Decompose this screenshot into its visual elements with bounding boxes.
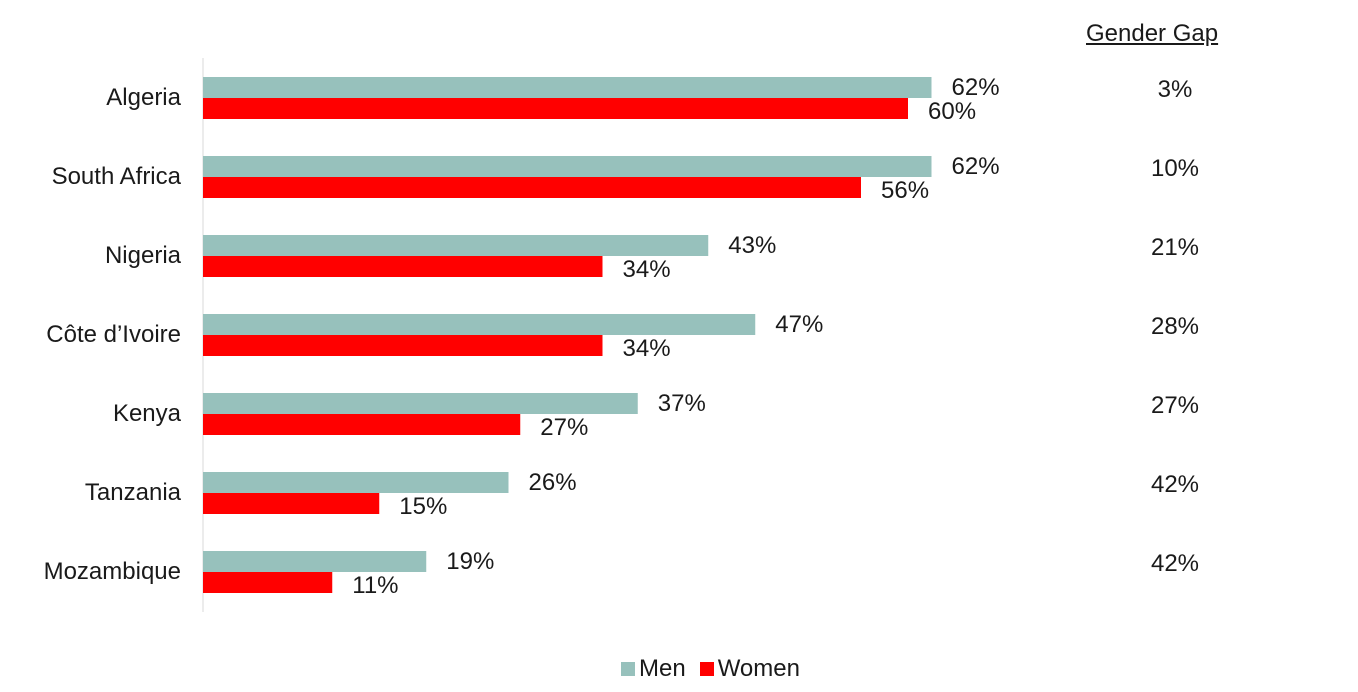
- bar-women-south-africa: [203, 177, 861, 198]
- bar-women-mozambique: [203, 572, 333, 593]
- gender-gap-value-c-te-d-ivoire: 28%: [1151, 313, 1199, 340]
- data-label-women-mozambique: 11%: [352, 572, 398, 599]
- data-label-men-c-te-d-ivoire: 47%: [775, 311, 823, 338]
- gender-gap-value-mozambique: 42%: [1151, 550, 1199, 577]
- gender-gap-value-algeria: 3%: [1158, 76, 1193, 103]
- category-label-algeria: Algeria: [106, 84, 181, 111]
- data-label-women-south-africa: 56%: [881, 177, 929, 204]
- category-label-kenya: Kenya: [113, 400, 182, 427]
- legend: Men Women: [621, 655, 814, 683]
- bar-men-tanzania: [203, 472, 509, 493]
- legend-swatch-women: [699, 662, 714, 676]
- data-label-men-nigeria: 43%: [728, 232, 776, 259]
- category-label-south-africa: South Africa: [52, 163, 182, 190]
- data-label-men-algeria: 62%: [952, 74, 1000, 101]
- gender-gap-value-tanzania: 42%: [1151, 471, 1199, 498]
- bar-men-south-africa: [203, 156, 932, 177]
- legend-label-men: Men: [639, 655, 686, 682]
- legend-item-women: Women: [699, 655, 800, 683]
- bar-men-mozambique: [203, 551, 427, 572]
- category-label-tanzania: Tanzania: [85, 479, 182, 506]
- gender-gap-value-kenya: 27%: [1151, 392, 1199, 419]
- bar-women-kenya: [203, 414, 521, 435]
- category-label-c-te-d-ivoire: Côte d’Ivoire: [46, 321, 181, 348]
- legend-label-women: Women: [717, 655, 800, 682]
- bar-men-algeria: [203, 77, 932, 98]
- data-label-men-kenya: 37%: [658, 390, 706, 417]
- gender-gap-value-south-africa: 10%: [1151, 155, 1199, 182]
- bar-women-tanzania: [203, 493, 380, 514]
- category-label-nigeria: Nigeria: [105, 242, 182, 269]
- data-label-women-kenya: 27%: [540, 414, 588, 441]
- data-label-men-tanzania: 26%: [529, 469, 577, 496]
- data-label-men-mozambique: 19%: [446, 548, 494, 575]
- bar-men-nigeria: [203, 235, 709, 256]
- bar-men-c-te-d-ivoire: [203, 314, 756, 335]
- bar-women-nigeria: [203, 256, 603, 277]
- legend-swatch-men: [621, 662, 635, 676]
- chart-marks: Algeria 62%60%3%South Africa 62%56%10%Nige…: [44, 74, 1199, 599]
- gender-gap-header: Gender Gap: [1086, 20, 1219, 47]
- data-label-women-nigeria: 34%: [623, 256, 671, 283]
- data-label-women-c-te-d-ivoire: 34%: [623, 335, 671, 362]
- data-label-women-algeria: 60%: [928, 98, 976, 125]
- category-label-mozambique: Mozambique: [44, 558, 181, 585]
- bar-women-c-te-d-ivoire: [203, 335, 603, 356]
- bar-men-kenya: [203, 393, 638, 414]
- data-label-women-tanzania: 15%: [399, 493, 447, 520]
- gender-gap-value-nigeria: 21%: [1151, 234, 1199, 261]
- data-label-men-south-africa: 62%: [952, 153, 1000, 180]
- bar-women-algeria: [203, 98, 908, 119]
- legend-item-men: Men: [621, 655, 686, 683]
